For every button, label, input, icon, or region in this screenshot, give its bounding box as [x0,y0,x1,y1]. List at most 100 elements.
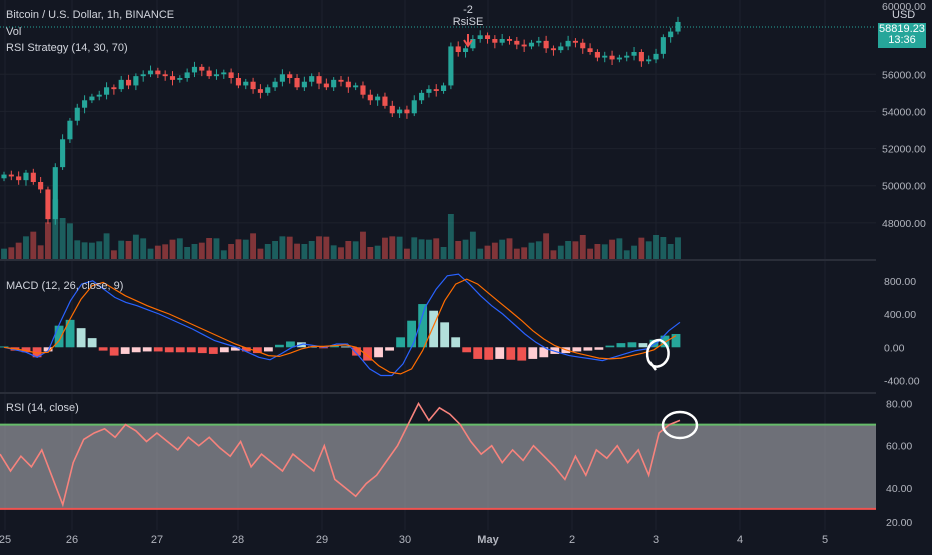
macd-histogram-bar [385,347,394,351]
candle-body [1,174,7,179]
price-tick-label: 50000.00 [882,181,926,193]
volume-bar [360,231,366,260]
candle-body [67,120,73,140]
time-tick-label: 5 [822,534,828,546]
price-scale[interactable]: 60000.00 56000.00 54000.00 52000.00 50000.0… [882,1,926,230]
current-price-badge: 58819.23 13:36 [878,23,926,48]
volume-bar [206,238,213,260]
time-tick-label: May [477,534,499,546]
candle-body [550,48,557,51]
macd-histogram-bar [517,347,527,361]
macd-histogram-bar [363,347,372,361]
volume-bar [242,239,249,260]
candlestick-series[interactable] [1,16,681,225]
candle-body [316,76,322,84]
volume-bar [140,238,147,260]
candle-body [572,40,578,43]
candle-body [125,79,132,86]
volume-bar [272,241,278,260]
volume-legend[interactable]: Vol [6,26,22,38]
volume-bar [338,247,344,260]
rsi-band-background [0,424,876,509]
candle-body [536,40,542,43]
macd-histogram-bar [506,347,516,360]
candle-body [441,85,447,91]
currency-label[interactable]: USD [892,9,916,21]
candle-body [499,39,505,43]
hand-drawn-circle-macd[interactable] [645,338,670,371]
volume-bar [96,241,103,260]
volume-bar [499,239,506,260]
macd-scale[interactable]: 800.00 400.00 0.00 -400.00 [884,276,920,388]
candle-body [82,100,88,108]
volume-bar [184,247,191,260]
macd-histogram-bar [462,347,472,353]
candle-body [411,100,417,114]
candle-body [199,66,205,71]
rsi-legend[interactable]: RSI (14, close) [6,402,79,414]
volume-bar [425,239,432,260]
candle-body [265,87,271,93]
macd-histogram-bar [660,335,670,348]
price-tick-label: 48000.00 [882,218,926,230]
candle-body [250,81,256,90]
candle-body [155,70,161,75]
candle-body [177,78,183,80]
candle-body [389,105,395,114]
time-tick-label: 26 [66,534,78,546]
macd-histogram-bar [671,333,681,348]
macd-histogram-bar [32,347,42,358]
symbol-legend[interactable]: Bitcoin / U.S. Dollar, 1h, BINANCE [6,9,175,21]
volume-bar [30,231,37,260]
signal-label: RsiSE [453,16,484,28]
macd-histogram-bar [330,345,339,348]
macd-histogram-bar [98,347,108,351]
time-axis[interactable]: 25 26 27 28 29 30 May 2 3 4 5 [0,534,828,546]
candle-body [257,89,263,93]
candle-body [221,72,227,75]
macd-histogram-bar [528,347,538,359]
hand-drawn-circle-rsi[interactable] [661,410,699,440]
volume-bar [23,236,29,260]
strategy-legend[interactable]: RSI Strategy (14, 30, 70) [6,42,128,54]
volume-bar [521,247,528,260]
sell-arrow-icon [463,34,473,48]
volume-bar [382,237,388,260]
macd-histogram-bar [230,347,240,351]
volume-bar [323,236,330,260]
candle-body [8,174,14,177]
macd-histogram-bar [286,341,295,348]
volume-bar [330,245,337,260]
volume-bar [45,222,51,260]
candle-body [228,72,234,78]
volume-bar [81,242,88,260]
rsi-tick-label: 40.00 [886,483,912,495]
macd-histogram-bar [572,347,582,352]
volume-bar [264,244,271,260]
volume-bar [52,199,59,260]
volume-bar [169,239,176,260]
macd-histogram-bar [429,310,439,348]
macd-histogram-bar [275,344,284,348]
signal-marker[interactable]: -2 RsiSE [453,4,484,48]
macd-histogram-bar [605,345,615,348]
candle-body [279,74,285,82]
candle-body [104,87,110,95]
macd-histogram-bar [208,347,218,354]
macd-histogram-bar [418,304,428,348]
rsi-scale[interactable]: 80.00 60.00 40.00 20.00 [886,399,912,529]
volume-bar [645,241,652,260]
candle-body [375,96,381,101]
volume-bar [367,247,374,260]
candle-body [213,74,220,77]
macd-legend[interactable]: MACD (12, 26, close, 9) [6,280,124,292]
volume-bar [609,239,615,260]
candle-body [382,96,388,106]
volume-bar [67,223,73,260]
volume-bar [176,238,183,260]
macd-histogram-bar [76,328,86,348]
macd-histogram-bar [341,346,350,348]
candle-body [492,39,498,43]
